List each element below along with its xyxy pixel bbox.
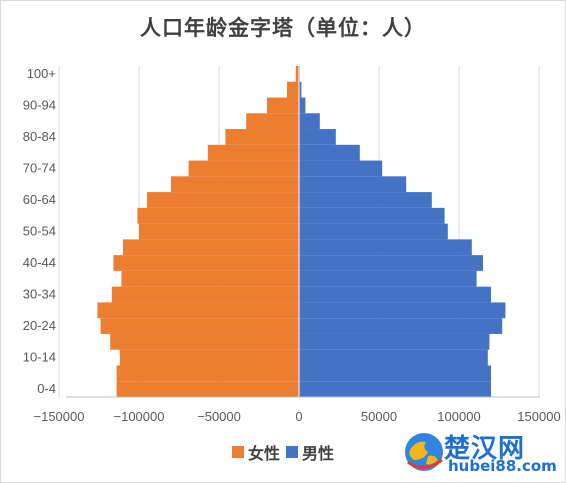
y-tick-labels: 0-4 10-14 20-24 30-34 40-44 50-54 60-64 70-74 80…	[23, 66, 56, 396]
bar-male-75-79	[299, 144, 360, 161]
bar-female-25-29	[97, 302, 300, 319]
y-tick-label-70-74: 70-74	[23, 160, 56, 175]
y-tick-label-10-14: 10-14	[23, 350, 56, 365]
legend: 女性 男性	[232, 440, 340, 464]
y-tick-label-30-34: 30-34	[23, 287, 56, 302]
y-tick-label-90-94: 90-94	[23, 97, 56, 112]
bar-female-30-34	[111, 286, 299, 303]
bar-male-95-99	[299, 81, 302, 98]
bar-female-40-44	[113, 255, 300, 271]
bar-male-50-54	[299, 223, 448, 240]
bar-male-20-24	[299, 318, 503, 334]
y-tick-label-20-24: 20-24	[23, 318, 56, 333]
bar-male-55-59	[299, 207, 445, 224]
bar-female-0-4	[116, 381, 299, 397]
bar-female-75-79	[207, 144, 299, 161]
bar-female-80-84	[225, 129, 299, 145]
legend-label-male: 男性	[302, 444, 335, 463]
x-tick-label-0: −150000	[34, 409, 85, 424]
watermark-text: 楚汉网	[444, 434, 526, 464]
y-tick-label-100+: 100+	[27, 66, 56, 81]
bar-female-15-19	[110, 333, 299, 350]
x-tick-label-6: 150000	[517, 409, 560, 424]
x-tick-label-1: −100000	[114, 409, 165, 424]
y-tick-label-0-4: 0-4	[37, 381, 56, 396]
x-tick-label-2: −50000	[197, 409, 241, 424]
bar-male-40-44	[299, 255, 483, 271]
y-tick-label-80-84: 80-84	[23, 129, 56, 144]
bar-female-45-49	[123, 239, 299, 256]
bar-male-45-49	[299, 239, 472, 256]
bar-male-30-34	[299, 286, 491, 303]
legend-item-male: 男性	[286, 440, 334, 464]
bar-female-95-99	[287, 81, 299, 98]
bar-female-90-94	[267, 97, 299, 114]
legend-item-female: 女性	[232, 440, 280, 464]
bar-female-55-59	[137, 207, 299, 224]
bar-female-60-64	[147, 192, 299, 208]
watermark-url: hubei88.com	[448, 457, 557, 475]
y-tick-label-60-64: 60-64	[23, 192, 56, 207]
y-tick-label-50-54: 50-54	[23, 224, 56, 239]
bar-male-35-39	[299, 270, 477, 287]
bar-male-65-69	[299, 176, 407, 193]
bar-female-65-69	[171, 176, 299, 193]
bar-male-80-84	[299, 129, 336, 145]
bar-male-10-14	[299, 349, 488, 366]
watermark: 楚汉网 hubei88.com	[400, 428, 560, 476]
x-tick-labels: −150000 −100000 −50000 0 50000 100000 150000	[34, 409, 561, 424]
globe-logo-icon	[405, 433, 443, 471]
legend-swatch-female	[232, 446, 244, 458]
bar-female-50-54	[139, 223, 299, 240]
y-tick-label-40-44: 40-44	[23, 255, 56, 270]
legend-label-female: 女性	[248, 444, 281, 463]
bar-female-5-9	[116, 365, 299, 382]
bar-female-100+	[295, 66, 299, 82]
bar-male-60-64	[299, 192, 432, 208]
bar-male-90-94	[299, 97, 306, 114]
bar-female-85-89	[246, 113, 299, 130]
bar-female-35-39	[121, 270, 300, 287]
bars	[97, 66, 506, 397]
axes	[66, 66, 540, 398]
bar-male-85-89	[299, 113, 320, 130]
bar-female-10-14	[119, 349, 299, 366]
bar-female-70-74	[188, 160, 299, 177]
chart-title: 人口年龄金字塔（单位：人）	[140, 15, 426, 40]
bar-female-20-24	[100, 318, 299, 334]
x-tick-label-4: 50000	[361, 409, 397, 424]
legend-swatch-male	[286, 446, 299, 458]
bar-male-0-4	[299, 381, 491, 397]
bar-male-70-74	[299, 160, 383, 177]
bar-male-25-29	[299, 302, 506, 319]
x-tick-label-5: 100000	[437, 409, 480, 424]
x-tick-label-3: 0	[295, 409, 302, 424]
bar-male-15-19	[299, 333, 490, 350]
bar-male-5-9	[299, 365, 491, 382]
